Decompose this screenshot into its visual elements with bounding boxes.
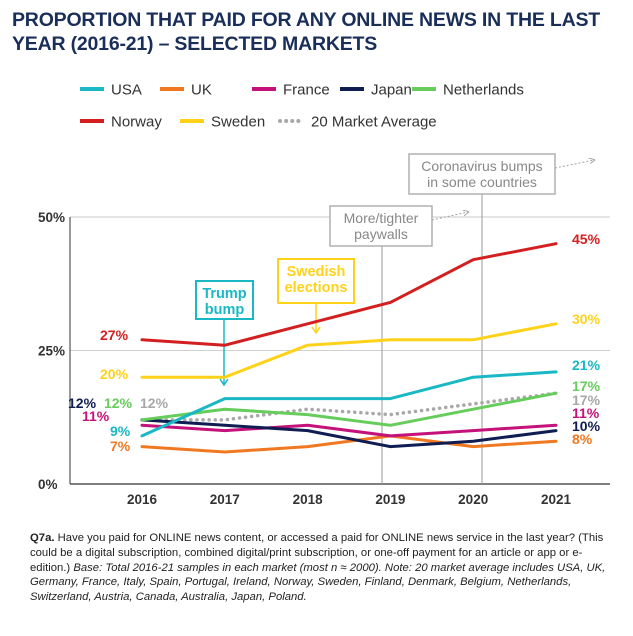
legend-item-norway: Norway xyxy=(80,114,162,131)
x-tick-label: 2016 xyxy=(127,492,158,507)
legend-label: France xyxy=(283,82,330,99)
data-labels: 27%20%12% 12% 12%11%9%7%45%30%21%17%17%11%… xyxy=(68,231,601,454)
series-line-uk xyxy=(140,434,558,454)
annotation-box xyxy=(329,205,433,247)
end-label: 8% xyxy=(572,431,593,447)
legend-label: 20 Market Average xyxy=(311,114,437,131)
annotation-text: bump xyxy=(205,302,245,318)
annotation-box xyxy=(195,280,254,320)
series-line-norway xyxy=(140,242,558,347)
series xyxy=(140,242,558,454)
series-line-netherlands xyxy=(140,391,558,427)
x-tick-label: 2019 xyxy=(375,492,405,507)
legend-label: Norway xyxy=(111,114,162,131)
annotations: TrumpbumpSwedishelectionsMore/tighterpay… xyxy=(195,153,594,484)
series-line-usa xyxy=(140,370,558,438)
legend-item-20-market-average: 20 Market Average xyxy=(278,114,437,131)
end-label: 21% xyxy=(572,357,601,373)
end-label: 17% xyxy=(572,378,601,394)
annotation-text: in some countries xyxy=(427,174,537,190)
x-tick-label: 2020 xyxy=(458,492,488,507)
series-line-japan xyxy=(140,418,558,449)
end-label: 45% xyxy=(572,231,601,247)
legend-label: UK xyxy=(191,82,212,99)
annotation-arrow xyxy=(311,326,321,335)
legend-item-japan: Japan xyxy=(340,82,412,99)
start-label: 9% xyxy=(110,423,131,439)
end-label: 11% xyxy=(572,405,600,421)
end-label: 10% xyxy=(572,418,601,434)
x-tick-label: 2018 xyxy=(293,492,324,507)
start-label: 12% xyxy=(140,395,169,411)
start-label: 12% xyxy=(104,395,133,411)
y-tick-label: 25% xyxy=(38,344,65,359)
series-line-sweden xyxy=(140,322,558,379)
series-line-france xyxy=(140,423,558,438)
line-chart: USA UK France Japan Netherlands Norway Sweden 2… xyxy=(38,82,610,507)
axes: 0% 25% 50% 2016 2017 2018 2019 2020 2021 xyxy=(38,210,610,507)
start-label: 20% xyxy=(100,366,129,382)
start-label: 12% xyxy=(68,395,97,411)
footnote-question-id: Q7a. xyxy=(30,532,55,544)
legend-label: USA xyxy=(111,82,142,99)
start-label: 7% xyxy=(110,438,131,454)
legend-label: Sweden xyxy=(211,114,265,131)
x-tick-label: 2017 xyxy=(210,492,240,507)
end-label: 30% xyxy=(572,311,601,327)
annotation-text: Coronavirus bumps xyxy=(421,158,542,174)
annotation-pointer xyxy=(431,212,468,221)
legend-label: Japan xyxy=(371,82,412,99)
annotation-text: Swedish xyxy=(287,264,346,280)
legend-item-france: France xyxy=(252,82,330,99)
legend: USA UK France Japan Netherlands Norway Sweden 2… xyxy=(80,82,524,131)
annotation-box xyxy=(408,153,556,195)
end-label: 17% xyxy=(572,392,601,408)
annotation-text: paywalls xyxy=(354,226,408,242)
y-tick-label: 0% xyxy=(38,477,58,492)
legend-item-sweden: Sweden xyxy=(180,114,265,131)
x-tick-label: 2021 xyxy=(541,492,572,507)
legend-label: Netherlands xyxy=(443,82,524,99)
series-line-20-market-average xyxy=(140,391,558,422)
annotation-box xyxy=(277,258,355,304)
chart-title: PROPORTION THAT PAID FOR ANY ONLINE NEWS… xyxy=(12,9,600,55)
annotation-text: Trump xyxy=(202,286,246,302)
annotation-arrow xyxy=(219,378,229,387)
annotation-pointer xyxy=(554,160,594,169)
start-label: 27% xyxy=(100,327,129,343)
footnote: Q7a. Have you paid for ONLINE news conte… xyxy=(30,531,615,605)
annotation-text: More/tighter xyxy=(344,210,419,226)
annotation-text: elections xyxy=(285,280,348,296)
footnote-base: Base: Total 2016-21 samples in each mark… xyxy=(30,561,606,604)
start-label: 11% xyxy=(82,408,110,424)
y-tick-label: 50% xyxy=(38,210,65,225)
legend-item-uk: UK xyxy=(160,82,212,99)
footnote-question: Have you paid for ONLINE news content, o… xyxy=(30,532,604,574)
legend-item-usa: USA xyxy=(80,82,142,99)
legend-item-netherlands: Netherlands xyxy=(412,82,524,99)
